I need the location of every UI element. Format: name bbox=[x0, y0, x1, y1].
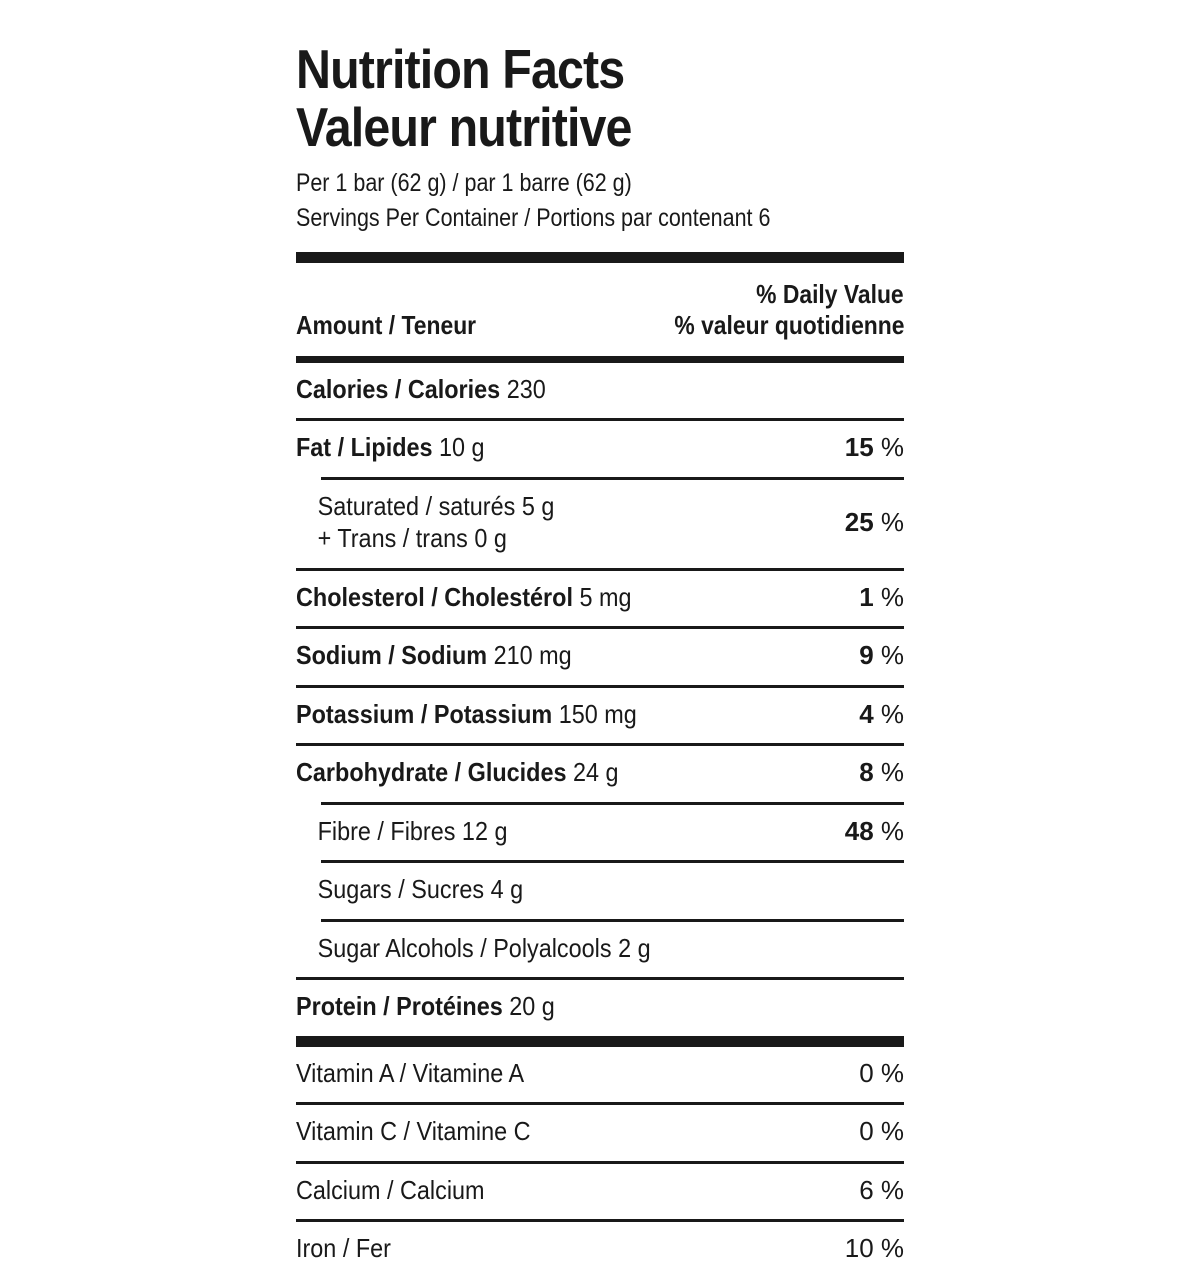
daily-value: 4 % bbox=[859, 698, 904, 729]
nutrient-row: Vitamin A / Vitamine A 0 % bbox=[296, 1047, 904, 1103]
nutrient-row: Protein / Protéines 20 g bbox=[296, 980, 904, 1036]
nutrient-label: Potassium / Potassium 150 mg bbox=[296, 698, 637, 729]
nutrient-label: Vitamin A / Vitamine A bbox=[296, 1057, 525, 1088]
daily-value: 8 % bbox=[859, 757, 904, 788]
nutrient-row: Calories / Calories 230 bbox=[296, 363, 904, 419]
nutrient-label: Vitamin C / Vitamine C bbox=[296, 1116, 531, 1147]
nutrient-label: Carbohydrate / Glucides 24 g bbox=[296, 757, 619, 788]
amount-header: Amount / Teneur bbox=[296, 310, 501, 341]
separator-line bbox=[296, 1160, 904, 1164]
nutrient-label: Calcium / Calcium bbox=[296, 1174, 485, 1205]
nutrient-row: Potassium / Potassium 150 mg 4 % bbox=[296, 688, 904, 744]
nutrient-label: Sugars / Sucres 4 g bbox=[317, 874, 524, 905]
daily-value: 48 % bbox=[844, 815, 904, 846]
nutrient-rows: Calories / Calories 230 Fat / Lipides 10 … bbox=[296, 363, 904, 1036]
separator-line bbox=[296, 418, 904, 422]
nutrient-row: Carbohydrate / Glucides 24 g 8 % bbox=[296, 746, 904, 802]
column-headers: % Daily Value Amount / Teneur % valeur q… bbox=[296, 263, 904, 356]
serving-info: Per 1 bar (62 g) / par 1 barre (62 g) Se… bbox=[296, 166, 904, 237]
daily-value-header-french: % valeur quotidienne bbox=[643, 309, 904, 341]
daily-value-header-english: % Daily Value bbox=[296, 279, 904, 310]
nutrient-row: Fat / Lipides 10 g 15 % bbox=[296, 421, 904, 477]
nutrient-label: Fat / Lipides 10 g bbox=[296, 432, 485, 463]
amount-header-text: Amount / Teneur bbox=[296, 309, 477, 340]
nutrient-row: Sugars / Sucres 4 g bbox=[296, 863, 904, 919]
daily-value: 10 % bbox=[844, 1233, 904, 1264]
nutrient-label: Sodium / Sodium 210 mg bbox=[296, 640, 572, 671]
nutrient-label: Protein / Protéines 20 g bbox=[296, 991, 555, 1022]
nutrient-row: Sugar Alcohols / Polyalcools 2 g bbox=[296, 922, 904, 978]
separator-line bbox=[321, 476, 904, 480]
daily-value: 1 % bbox=[859, 581, 904, 612]
daily-value: 25 % bbox=[844, 507, 904, 538]
label-title-french: Valeur nutritive bbox=[296, 96, 632, 159]
daily-value: 0 % bbox=[859, 1116, 904, 1147]
micronutrient-divider-bar bbox=[296, 1035, 904, 1047]
nutrient-label: Sugar Alcohols / Polyalcools 2 g bbox=[317, 932, 651, 963]
separator-line bbox=[296, 1102, 904, 1106]
nutrient-label: Iron / Fer bbox=[296, 1233, 391, 1264]
separator-line bbox=[321, 860, 904, 864]
nutrient-label: Fibre / Fibres 12 g bbox=[317, 815, 508, 846]
separator-line bbox=[296, 684, 904, 688]
nutrient-row: Iron / Fer 10 % bbox=[296, 1222, 904, 1278]
top-divider-bar bbox=[296, 251, 904, 263]
daily-value: 9 % bbox=[859, 640, 904, 671]
separator-line bbox=[321, 918, 904, 922]
nutrient-row: Cholesterol / Cholestérol 5 mg 1 % bbox=[296, 571, 904, 627]
separator-line bbox=[321, 801, 904, 805]
nutrient-label: Calories / Calories 230 bbox=[296, 373, 546, 404]
nutrient-row: Calcium / Calcium 6 % bbox=[296, 1164, 904, 1220]
daily-value: 0 % bbox=[859, 1057, 904, 1088]
separator-line bbox=[296, 567, 904, 571]
daily-value: 6 % bbox=[859, 1174, 904, 1205]
nutrient-row: Sodium / Sodium 210 mg 9 % bbox=[296, 629, 904, 685]
nutrition-facts-label: Nutrition Facts Valeur nutritive Per 1 b… bbox=[296, 40, 904, 1278]
daily-value-header-english-text: % Daily Value bbox=[756, 278, 904, 309]
column-header-row: Amount / Teneur % valeur quotidienne bbox=[296, 310, 904, 341]
daily-value: 15 % bbox=[844, 432, 904, 463]
nutrient-row: Fibre / Fibres 12 g 48 % bbox=[296, 805, 904, 861]
nutrient-label: Saturated / saturés 5 g + Trans / trans 0… bbox=[317, 490, 555, 554]
header-divider-bar bbox=[296, 355, 904, 363]
nutrient-label: Cholesterol / Cholestérol 5 mg bbox=[296, 581, 632, 612]
separator-line bbox=[296, 626, 904, 630]
nutrient-row: Vitamin C / Vitamine C 0 % bbox=[296, 1105, 904, 1161]
daily-value-header-french-text: % valeur quotidienne bbox=[673, 309, 904, 340]
label-title-english: Nutrition Facts bbox=[296, 38, 625, 100]
separator-line bbox=[296, 743, 904, 747]
separator-line bbox=[296, 977, 904, 981]
servings-per-container-line: Servings Per Container / Portions par co… bbox=[296, 204, 771, 233]
serving-size-line: Per 1 bar (62 g) / par 1 barre (62 g) bbox=[296, 168, 632, 197]
nutrient-row: Saturated / saturés 5 g + Trans / trans 0… bbox=[296, 480, 904, 568]
